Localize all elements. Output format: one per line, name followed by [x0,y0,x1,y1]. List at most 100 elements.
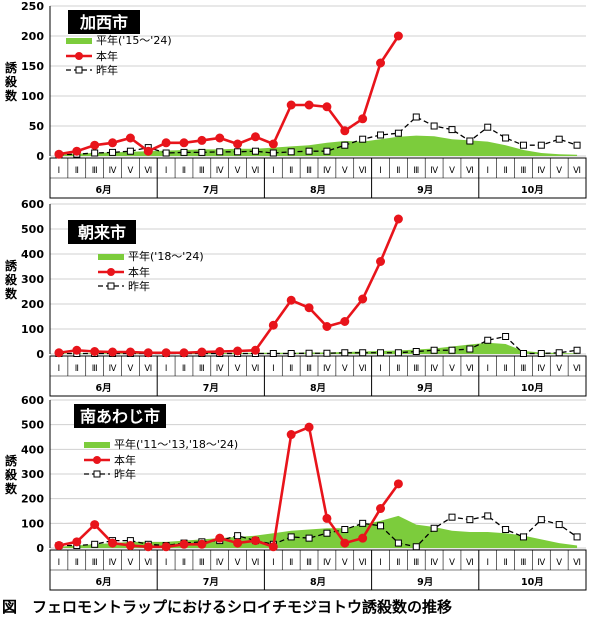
period-tick-label: Ⅲ [521,364,527,374]
this-year-point [143,542,153,552]
period-tick-label: Ⅵ [359,558,367,568]
last-year-point [394,539,402,547]
this-year-point [286,100,296,110]
this-year-point [215,347,225,356]
period-tick-label: Ⅱ [75,558,79,568]
month-label: 6月 [96,383,112,394]
y-tick-label: 0 [36,542,44,555]
period-tick-label: Ⅳ [323,166,331,176]
this-year-point [72,537,82,547]
last-year-point [430,122,438,130]
y-tick-label: 200 [21,30,44,43]
period-tick-label: Ⅰ [486,558,489,568]
period-tick-label: Ⅱ [504,166,508,176]
last-year-point [502,134,510,142]
last-year-point [537,516,545,524]
last-year-point [377,349,385,357]
last-year-point [269,350,277,357]
this-year-point [340,538,350,548]
y-tick-label: 300 [21,273,44,286]
this-year-point [268,320,278,330]
period-tick-label: Ⅴ [556,166,562,176]
legend-last-year-label: 昨年 [128,279,150,293]
y-axis-label: 数 [5,88,18,103]
period-tick-label: Ⅳ [109,558,117,568]
figure-caption: 図 フェロモントラップにおけるシロイチモジヨトウ誘殺数の推移 [2,598,453,616]
last-year-point [323,529,331,537]
legend-this-year-label: 本年 [128,265,150,279]
legend-average-swatch [98,254,124,260]
period-tick-label: Ⅳ [537,558,545,568]
last-year-point [91,149,99,157]
y-tick-label: 300 [21,468,44,481]
title-box [74,404,166,428]
period-tick-label: Ⅵ [573,558,581,568]
last-year-point [341,349,349,357]
y-tick-label: 400 [21,443,44,456]
this-year-point [179,138,189,148]
last-year-point [269,149,277,157]
y-tick-label: 0 [36,348,44,361]
this-year-point [54,541,64,551]
last-year-point [323,147,331,155]
last-year-point [555,135,563,143]
this-year-point [143,348,153,358]
last-year-point [519,141,527,149]
last-year-point [448,513,456,521]
period-tick-label: Ⅲ [413,558,419,568]
last-year-point [198,148,206,156]
this-year-point [393,479,403,489]
y-tick-label: 200 [21,298,44,311]
title-box [68,10,140,34]
period-tick-label: Ⅰ [58,558,61,568]
period-tick-label: Ⅴ [127,166,133,176]
this-year-point [268,542,278,552]
period-tick-label: Ⅰ [165,364,168,374]
period-tick-label: Ⅳ [216,558,224,568]
this-year-point [340,126,350,136]
last-year-point [412,543,420,551]
period-tick-label: Ⅴ [127,364,133,374]
this-year-point [179,348,189,358]
legend-average-swatch [84,442,110,448]
month-label: 6月 [96,185,112,196]
period-tick-label: Ⅴ [449,558,455,568]
legend-last-year-marker [75,66,83,74]
period-tick-label: Ⅵ [466,558,474,568]
y-tick-label: 600 [21,394,44,407]
period-tick-label: Ⅱ [75,364,79,374]
period-tick-label: Ⅳ [216,166,224,176]
last-year-point [466,137,474,145]
period-tick-label: Ⅲ [92,558,98,568]
month-label: 6月 [96,577,112,588]
this-year-point [376,257,386,266]
period-tick-label: Ⅲ [199,558,205,568]
period-tick-label: Ⅳ [537,166,545,176]
period-tick-label: Ⅱ [182,364,186,374]
period-tick-label: Ⅳ [323,558,331,568]
chart-title: 加西市 [79,13,128,32]
month-label: 9月 [417,383,433,394]
period-tick-label: Ⅰ [58,166,61,176]
period-tick-label: Ⅰ [165,166,168,176]
period-tick-label: Ⅵ [466,166,474,176]
month-label: 8月 [310,185,326,196]
period-tick-label: Ⅳ [430,364,438,374]
chart-title: 朝来市 [78,223,126,242]
period-tick-label: Ⅵ [144,166,152,176]
this-year-point [340,317,350,326]
this-year-point [108,538,118,548]
y-tick-label: 500 [21,223,44,236]
last-year-point [91,540,99,548]
this-year-point [108,347,118,357]
period-tick-label: Ⅱ [289,166,293,176]
last-year-point [412,113,420,121]
legend-this-year-label: 本年 [96,49,118,63]
month-label: 7月 [203,577,219,588]
period-tick-label: Ⅴ [235,364,241,374]
last-year-point [251,147,259,155]
this-year-point [90,140,100,150]
period-tick-label: Ⅳ [216,364,224,374]
period-tick-label: Ⅰ [272,558,275,568]
